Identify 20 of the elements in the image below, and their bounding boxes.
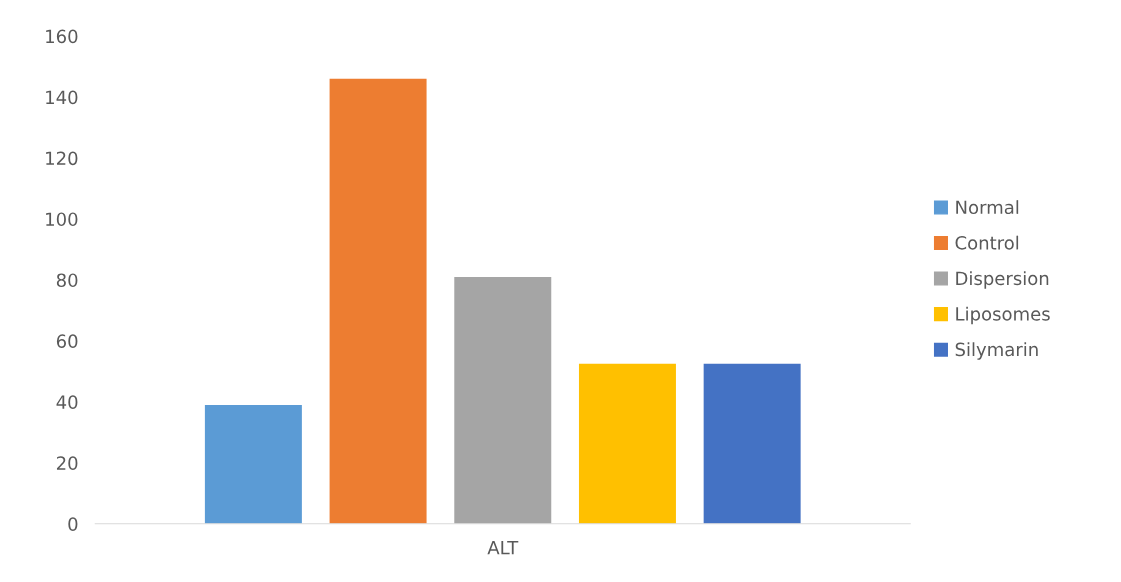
y-tick-label: 140 [46,90,78,105]
x-tick-label: ALT [487,541,519,555]
legend-label: Dispersion [956,271,1049,289]
bar [578,363,676,524]
y-tick-label: 160 [46,29,78,44]
y-tick-label: 120 [46,151,78,166]
legend-label: Silymarin [955,342,1038,360]
legend-label: Liposomes [956,306,1050,325]
bar [204,404,302,524]
y-tick-label: 80 [56,273,78,288]
bar [454,276,552,524]
y-tick-label: 0 [68,517,78,531]
y-tick-label: 60 [56,334,78,349]
y-tick-label: 100 [46,212,78,227]
y-tick-label: 40 [56,395,78,409]
bar [703,363,801,524]
legend-label: Normal [956,200,1019,215]
bar [329,78,427,524]
legend-label: Control [955,235,1019,250]
y-tick-label: 20 [56,456,78,470]
